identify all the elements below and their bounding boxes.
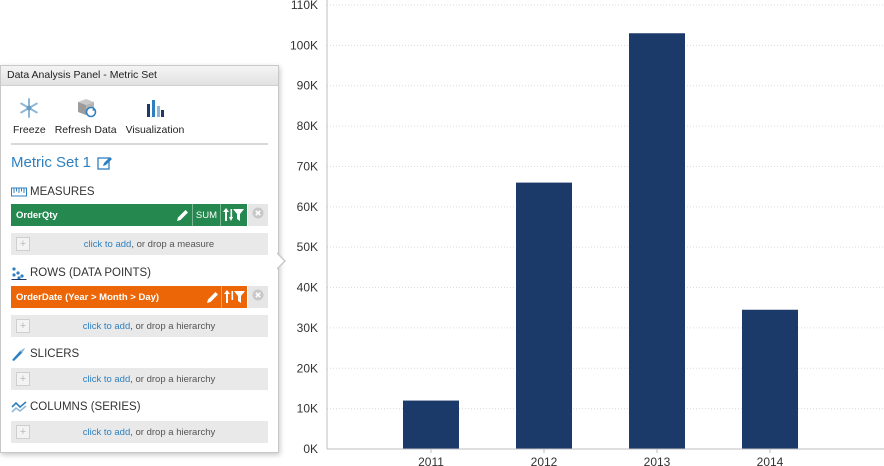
x-tick-label: 2013 (644, 455, 671, 466)
ruler-icon (11, 185, 27, 199)
measures-label: MEASURES (30, 186, 95, 198)
bar-chart-icon (142, 96, 168, 120)
row-sort-filter-icon[interactable] (221, 286, 247, 308)
y-tick-label: 90K (297, 79, 318, 93)
slicers-drop-hint: , or drop a hierarchy (130, 373, 216, 385)
edit-metric-set-icon[interactable] (97, 155, 113, 171)
columns-drop-zone[interactable]: + click to add, or drop a hierarchy (11, 421, 268, 443)
y-tick-label: 110K (291, 0, 318, 12)
measures-drop-text: click to add, or drop a measure (30, 239, 268, 250)
metric-set-title: Metric Set 1 (11, 154, 92, 171)
close-icon (252, 206, 264, 224)
y-tick-label: 10K (297, 402, 318, 416)
slicers-drop-text: click to add, or drop a hierarchy (30, 374, 268, 385)
y-axis: 0K 10K 20K 30K 40K 50K 60K 70K 80K 90K 100K 110K (290, 0, 328, 456)
slicers-drop-zone[interactable]: + click to add, or drop a hierarchy (11, 368, 268, 390)
freeze-label: Freeze (13, 124, 46, 136)
sort-filter-icon[interactable] (221, 204, 247, 226)
plus-icon: + (16, 237, 30, 251)
plus-icon: + (16, 372, 30, 386)
edit-row-icon[interactable] (203, 286, 221, 308)
rows-click-to-add-link[interactable]: click to add (82, 320, 131, 332)
x-tick-label: 2012 (531, 455, 558, 466)
y-tick-label: 30K (297, 321, 318, 335)
slicers-click-to-add-link[interactable]: click to add (82, 373, 131, 385)
columns-section: COLUMNS (SERIES) (11, 400, 141, 414)
close-icon (252, 288, 264, 306)
x-tick-label: 2011 (418, 455, 444, 466)
y-tick-label: 100K (290, 38, 318, 52)
refresh-cube-icon (73, 96, 99, 120)
y-tick-label: 50K (297, 240, 318, 254)
metric-set-header: Metric Set 1 (11, 154, 113, 171)
measure-field-name: OrderQty (16, 209, 58, 221)
y-tick-label: 70K (297, 159, 318, 173)
edit-measure-icon[interactable] (174, 204, 192, 226)
refresh-data-label: Refresh Data (54, 124, 117, 136)
measure-field-orderqty[interactable]: OrderQty SUM (11, 204, 247, 226)
panel-pointer-fill (276, 253, 284, 269)
slicers-label: SLICERS (30, 348, 80, 360)
rows-drop-zone[interactable]: + click to add, or drop a hierarchy (11, 315, 268, 337)
columns-click-to-add-link[interactable]: click to add (82, 426, 131, 438)
x-tick-label: 2014 (757, 455, 784, 466)
visualization-label: Visualization (125, 124, 185, 136)
knife-icon (11, 347, 27, 361)
rows-label: ROWS (DATA POINTS) (30, 267, 151, 279)
bar-2013[interactable] (629, 33, 685, 449)
aggregate-selector[interactable]: SUM (191, 204, 221, 226)
freeze-button[interactable]: Freeze (13, 96, 46, 138)
panel-title: Data Analysis Panel - Metric Set (1, 66, 278, 86)
bar-2011[interactable] (403, 400, 459, 449)
bar-2012[interactable] (516, 182, 572, 449)
columns-drop-hint: , or drop a hierarchy (130, 426, 216, 438)
rows-section: ROWS (DATA POINTS) (11, 266, 151, 280)
measures-drop-hint: , or drop a measure (131, 238, 215, 250)
data-analysis-panel: Data Analysis Panel - Metric Set Freeze (0, 65, 279, 453)
slicers-section: SLICERS (11, 347, 79, 361)
toolbar-divider (11, 143, 268, 145)
y-tick-label: 60K (297, 200, 318, 214)
x-axis: 2011 2012 2013 2014 (327, 448, 884, 466)
columns-drop-text: click to add, or drop a hierarchy (30, 427, 268, 438)
series-lines-icon (11, 400, 27, 414)
snowflake-icon (16, 96, 42, 120)
scatter-points-icon (11, 266, 27, 280)
row-field-name: OrderDate (Year > Month > Day) (16, 291, 160, 303)
chart-grid (327, 4, 884, 410)
columns-label: COLUMNS (SERIES) (30, 401, 141, 413)
bar-2014[interactable] (742, 309, 798, 449)
visualization-button[interactable]: Visualization (125, 96, 185, 138)
measures-section: MEASURES (11, 185, 95, 199)
y-tick-label: 80K (297, 119, 318, 133)
remove-measure-button[interactable] (248, 204, 268, 226)
plus-icon: + (16, 319, 30, 333)
remove-row-button[interactable] (248, 286, 268, 308)
chart-bars (403, 33, 798, 449)
rows-drop-text: click to add, or drop a hierarchy (30, 321, 268, 332)
measures-click-to-add-link[interactable]: click to add (83, 238, 132, 250)
y-tick-label: 20K (297, 361, 318, 375)
refresh-data-button[interactable]: Refresh Data (55, 96, 117, 138)
plus-icon: + (16, 425, 30, 439)
rows-drop-hint: , or drop a hierarchy (130, 320, 216, 332)
y-tick-label: 40K (297, 281, 318, 295)
panel-toolbar: Freeze Refresh Data (1, 86, 278, 138)
measures-drop-zone[interactable]: + click to add, or drop a measure (11, 233, 268, 255)
row-field-orderdate[interactable]: OrderDate (Year > Month > Day) (11, 286, 247, 308)
y-tick-label: 0K (303, 442, 318, 456)
